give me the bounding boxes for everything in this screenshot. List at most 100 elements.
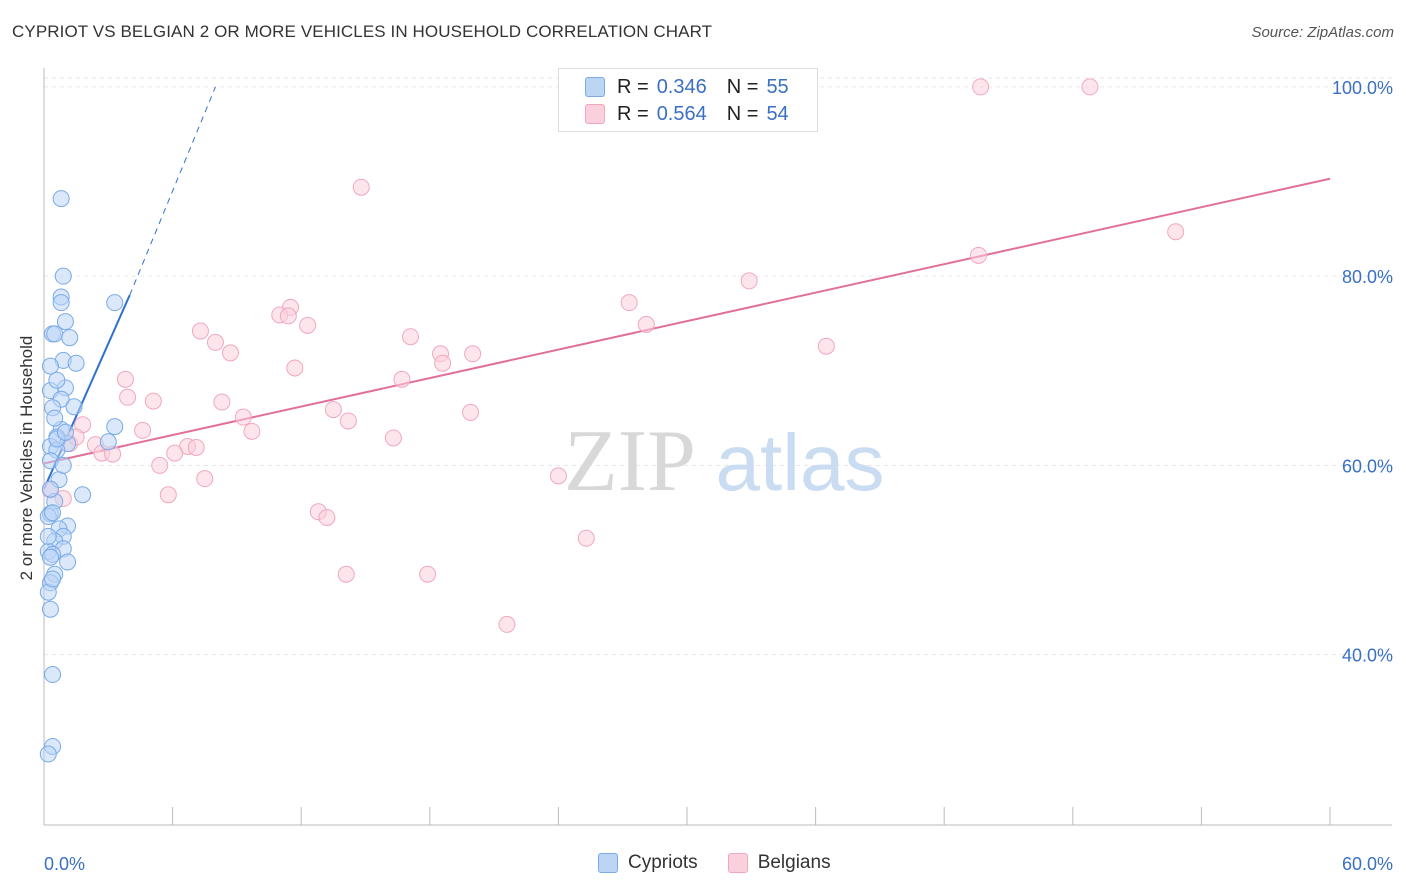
cypriot-point xyxy=(52,294,70,312)
watermark-zip: ZIP xyxy=(564,413,696,510)
cypriot-point xyxy=(44,504,62,522)
belgian-point xyxy=(243,422,261,440)
belgians-swatch xyxy=(585,104,605,124)
cypriot-point xyxy=(48,371,66,389)
cypriot-point xyxy=(44,666,62,684)
belgian-point xyxy=(620,294,638,312)
legend-r-label: R = xyxy=(617,102,649,125)
cypriot-point xyxy=(46,325,64,343)
cypriot-point xyxy=(67,354,85,372)
cypriot-point xyxy=(39,745,57,763)
belgian-point xyxy=(318,508,336,526)
belgian-point xyxy=(206,333,224,351)
data-points xyxy=(39,78,1185,763)
x-tick-label-min: 0.0% xyxy=(44,854,85,874)
belgian-point xyxy=(498,615,516,633)
chart-title: CYPRIOT VS BELGIAN 2 OR MORE VEHICLES IN… xyxy=(12,22,713,41)
cypriot-point xyxy=(41,480,59,498)
belgian-point xyxy=(434,354,452,372)
cypriot-point xyxy=(41,548,59,566)
cypriot-point xyxy=(65,398,83,416)
watermark-atlas: atlas xyxy=(716,418,885,507)
legend-item-belgians[interactable]: Belgians xyxy=(727,852,831,874)
belgian-point xyxy=(352,178,370,196)
x-tick-label-max: 60.0% xyxy=(1342,854,1393,874)
y-tick-label: 40.0% xyxy=(1342,646,1393,666)
cypriot-point xyxy=(74,486,92,504)
belgians-legend-label: Belgians xyxy=(757,852,831,873)
cypriots-legend-label: Cypriots xyxy=(628,852,698,873)
cypriot-point xyxy=(59,553,77,571)
cypriot-point xyxy=(52,190,70,208)
belgian-point xyxy=(393,370,411,388)
belgian-point xyxy=(1081,78,1099,96)
legend-n-label: N = xyxy=(726,75,759,98)
legend-r-value: 0.346 xyxy=(656,75,707,98)
belgian-point xyxy=(969,246,987,264)
y-tick-label: 60.0% xyxy=(1342,456,1393,476)
belgian-point xyxy=(740,272,758,290)
watermark: ZIP atlas xyxy=(564,413,884,510)
belgian-point xyxy=(221,344,239,362)
legend-item-cypriots[interactable]: Cypriots xyxy=(598,852,698,874)
legend-r-label: R = xyxy=(617,75,649,98)
grid-lines xyxy=(44,77,1392,656)
belgian-point xyxy=(187,438,205,456)
belgian-point xyxy=(286,359,304,377)
belgian-point xyxy=(196,470,214,488)
belgian-point xyxy=(166,444,184,462)
chart-source: Source: ZipAtlas.com xyxy=(1251,24,1394,41)
cypriot-trend-extension xyxy=(129,86,216,296)
belgian-point xyxy=(339,412,357,430)
series-legend: Cypriots Belgians xyxy=(598,852,861,874)
cypriot-point xyxy=(54,267,72,285)
belgian-point xyxy=(151,456,169,474)
cypriot-point xyxy=(56,423,74,441)
legend-n-label: N = xyxy=(726,102,759,125)
tick-labels: 40.0% 60.0% 80.0% 100.0% 0.0% 60.0% xyxy=(44,78,1393,874)
cypriots-swatch xyxy=(585,77,605,97)
belgian-point xyxy=(549,467,567,485)
legend-row-cypriots: R = 0.346 N = 55 xyxy=(585,74,789,100)
cypriot-point xyxy=(41,600,59,618)
belgian-trend-line xyxy=(43,177,1331,465)
cypriot-point xyxy=(39,527,57,545)
cypriot-point xyxy=(99,433,117,451)
cypriot-point xyxy=(106,294,124,312)
belgian-point xyxy=(144,392,162,410)
legend-n-value: 54 xyxy=(766,102,789,125)
cypriot-point xyxy=(41,357,59,375)
correlation-legend: R = 0.346 N = 55 R = 0.564 N = 54 xyxy=(558,68,818,132)
belgian-point xyxy=(116,370,134,388)
belgian-point xyxy=(577,529,595,547)
belgian-point xyxy=(213,393,231,411)
belgian-point xyxy=(637,315,655,333)
belgian-point xyxy=(324,401,342,419)
belgian-point xyxy=(817,337,835,355)
belgian-point xyxy=(464,345,482,363)
belgian-point xyxy=(384,429,402,447)
y-tick-label: 80.0% xyxy=(1342,267,1393,287)
cypriot-point xyxy=(54,456,72,474)
legend-n-value: 55 xyxy=(766,75,789,98)
belgian-point xyxy=(159,486,177,504)
belgian-point xyxy=(1167,223,1185,241)
cypriots-legend-swatch xyxy=(598,853,618,873)
belgians-legend-swatch xyxy=(727,853,748,873)
belgian-point xyxy=(299,316,317,334)
belgian-point xyxy=(402,328,420,346)
belgian-point xyxy=(419,565,437,583)
legend-r-value: 0.564 xyxy=(656,102,707,125)
cypriot-point xyxy=(56,313,74,331)
belgian-point xyxy=(191,322,209,340)
legend-row-belgians: R = 0.564 N = 54 xyxy=(585,101,789,127)
belgian-point xyxy=(972,78,990,96)
cypriot-point xyxy=(106,418,124,436)
belgian-point xyxy=(134,421,152,439)
cypriot-point xyxy=(44,570,62,588)
belgian-point xyxy=(234,408,252,426)
cypriot-point xyxy=(46,409,64,427)
cypriot-point xyxy=(61,329,79,347)
belgian-point xyxy=(279,307,297,325)
